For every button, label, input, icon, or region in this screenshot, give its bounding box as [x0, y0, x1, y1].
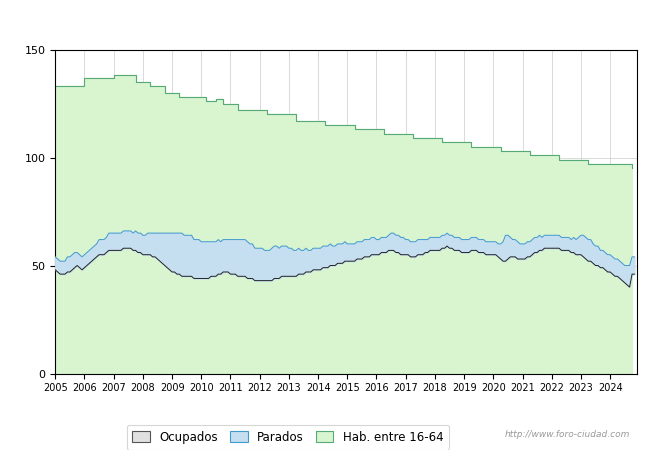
Text: San Martín de la Vega del Alberche - Evolucion de la poblacion en edad de Trabaj: San Martín de la Vega del Alberche - Evo…: [55, 12, 595, 22]
Legend: Ocupados, Parados, Hab. entre 16-64: Ocupados, Parados, Hab. entre 16-64: [127, 425, 449, 450]
Text: http://www.foro-ciudad.com: http://www.foro-ciudad.com: [505, 430, 630, 439]
